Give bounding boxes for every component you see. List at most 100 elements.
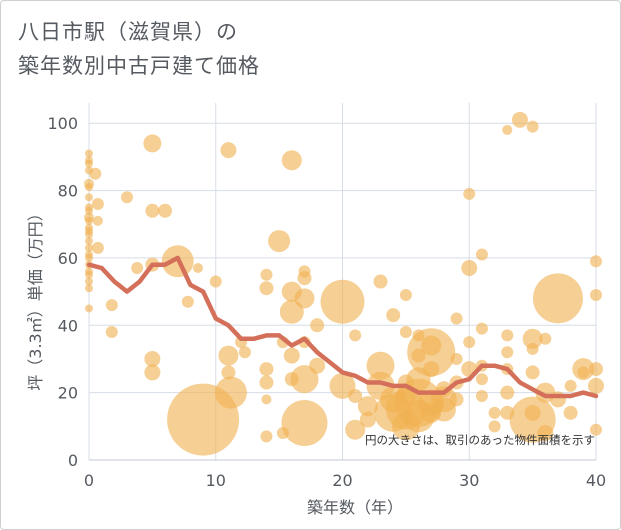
bubble-point <box>181 295 194 308</box>
bubble-point <box>279 299 304 324</box>
bubble-point <box>85 270 93 279</box>
bubble-point <box>85 253 93 262</box>
bubble-point <box>260 268 273 281</box>
bubble-point <box>238 346 251 359</box>
bubble-point <box>590 423 602 436</box>
bubble-point <box>310 318 325 333</box>
bubble-point <box>259 375 274 390</box>
bubble-point <box>539 332 552 345</box>
bubble-point <box>221 365 236 380</box>
x-tick-label: 0 <box>84 471 94 490</box>
bubble-point <box>85 243 93 252</box>
bubble-point <box>85 216 93 225</box>
average-price-line <box>86 255 599 399</box>
bubble-point <box>121 191 134 204</box>
bubble-point <box>366 351 395 380</box>
bubble-point <box>345 419 366 440</box>
bubble-point <box>281 399 328 446</box>
bubble-point <box>348 389 363 404</box>
bubble-point <box>463 336 476 349</box>
bubble-point <box>463 187 476 200</box>
bubble-point <box>91 241 104 254</box>
bubble-point <box>500 385 515 400</box>
bubble-point <box>431 397 456 422</box>
bubble-point <box>85 277 93 286</box>
bubble-point <box>563 405 578 420</box>
bubble-point <box>85 183 93 192</box>
bubble-point <box>309 357 326 374</box>
x-tick-label: 20 <box>332 471 352 490</box>
bubble-point <box>488 406 501 419</box>
bubble-point <box>399 288 412 301</box>
bubble-point <box>386 308 401 323</box>
bubble-point <box>501 346 514 359</box>
bubble-point <box>260 430 273 443</box>
bubble-point <box>193 263 204 274</box>
bubble-point <box>259 362 274 377</box>
bubble-point <box>294 288 315 309</box>
bubble-point <box>450 312 463 325</box>
bubble-point <box>488 420 501 433</box>
bubble-point <box>564 379 577 392</box>
bubble-size-note: 円の大きさは、取引のあった物件面積を示す <box>365 433 595 447</box>
bubble-point <box>85 149 93 158</box>
bubble-point <box>502 124 513 135</box>
bubble-point <box>373 274 388 289</box>
y-tick-label: 20 <box>58 384 78 403</box>
bubble-series <box>84 111 604 456</box>
bubble-point <box>158 203 173 218</box>
x-tick-label: 10 <box>206 471 226 490</box>
bubble-point <box>144 350 161 367</box>
bubble-point <box>475 390 488 403</box>
bubble-point <box>89 167 102 180</box>
bubble-point <box>85 230 93 239</box>
x-tick-label: 30 <box>459 471 479 490</box>
y-tick-label: 100 <box>47 114 78 133</box>
y-axis-ticks: 0 20 40 60 80 100 <box>47 114 78 470</box>
bubble-point <box>399 326 412 339</box>
bubble-point <box>85 193 93 202</box>
bubble-point <box>259 281 274 296</box>
bubble-point <box>261 394 272 405</box>
bubble-point <box>475 248 488 261</box>
bubble-point <box>525 365 540 380</box>
bubble-point <box>577 366 590 379</box>
bubble-point <box>283 347 300 364</box>
bubble-point <box>105 326 118 339</box>
bubble-point <box>131 262 144 275</box>
bubble-point <box>475 373 488 386</box>
x-axis-label: 築年数（年） <box>307 498 403 517</box>
bubble-point <box>501 329 514 342</box>
bubble-point <box>537 425 554 442</box>
bubble-point <box>423 361 440 378</box>
bubble-point <box>218 345 239 366</box>
y-tick-label: 60 <box>58 249 78 268</box>
bubble-point <box>526 342 539 355</box>
bubble-point <box>290 365 319 394</box>
bubble-point <box>85 304 93 313</box>
bubble-point <box>268 230 291 253</box>
bubble-point <box>144 364 161 381</box>
bubble-point <box>511 111 528 128</box>
bubble-point <box>329 372 356 399</box>
x-axis-ticks: 0 10 20 30 40 <box>84 471 606 490</box>
bubble-point <box>588 377 604 394</box>
y-tick-label: 80 <box>58 182 78 201</box>
bubble-point <box>349 329 362 342</box>
bubble-point <box>461 260 478 277</box>
bubble-point <box>85 159 93 168</box>
bubble-point <box>85 237 93 246</box>
bubble-point <box>532 273 583 324</box>
bubble-point <box>85 206 93 215</box>
bubble-point <box>297 271 312 286</box>
bubble-point <box>589 362 603 377</box>
average-line-series <box>86 255 599 399</box>
bubble-point <box>407 328 456 377</box>
y-tick-label: 40 <box>58 316 78 335</box>
bubble-point <box>590 255 602 268</box>
bubble-point <box>449 392 464 407</box>
bubble-point <box>145 203 160 218</box>
bubble-point <box>590 288 602 301</box>
bubble-point <box>320 279 365 324</box>
